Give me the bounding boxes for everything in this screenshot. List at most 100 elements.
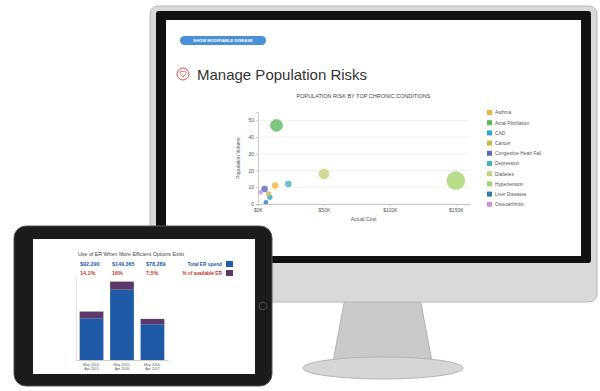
y-axis-title: Population Volume [235,137,241,179]
legend-swatch [226,261,233,267]
monitor-screen [166,20,581,256]
legend: Asthma Atrial Fibrillation CAD Cancer Conges… [487,110,541,207]
tick: $100K [383,204,398,213]
legend-swatch [487,171,492,176]
legend-label: Diabetes [495,172,515,177]
tick-mark [256,137,258,138]
button[interactable] [180,36,266,45]
plot-area [80,282,165,360]
grid-line [258,137,469,138]
spend-label: $149,365 [112,261,134,267]
spend-label: $78,289 [146,261,166,267]
tick: $0K [254,204,264,213]
tablet [14,226,272,386]
bubble[interactable] [266,192,271,197]
tick-label: $50K [319,207,331,213]
monitor-bezel [156,11,591,263]
legend-label: % of available ER [182,271,222,276]
series [259,190,263,194]
plot-area [259,119,465,204]
series [447,172,465,190]
legend-item[interactable]: Cancer [487,141,511,146]
legend-label: Asthma [495,110,512,115]
tick-mark [256,204,258,205]
tick-label: 50 [248,117,254,123]
bubble[interactable] [285,181,291,187]
bar[interactable] [141,324,165,360]
legend-item[interactable]: Total ER spend [187,261,233,267]
legend-item[interactable]: Diabetes [487,171,515,176]
legend-swatch [487,181,492,186]
bubble[interactable] [264,200,268,204]
bubble[interactable] [270,119,282,131]
series [266,192,271,197]
axis: $0K$50K$100K$150K [254,204,469,213]
bubble[interactable] [319,169,329,179]
tick-label: $100K [383,207,398,213]
heart-icon [177,68,189,80]
tick-label: May 2014-Apr 2015 [83,363,101,371]
tick: May 2016-Apr 2017 [144,360,162,371]
tick: $50K [319,204,331,213]
series [270,119,282,131]
tick-label: 10 [248,184,254,190]
legend-swatch [226,270,233,276]
bar-chart: Use of ER When More Efficient Options Ex… [77,251,234,371]
bubble[interactable] [447,172,465,190]
tick: 10 [248,184,258,190]
bubble[interactable] [272,183,278,189]
legend-item[interactable]: Congestive Heart Fail [487,151,541,156]
legend-label: Depression [495,161,520,166]
home-button[interactable] [259,302,267,310]
bar[interactable] [80,312,104,319]
tick-mark [256,154,258,155]
legend-label: Liver Diseases [495,192,527,197]
bar[interactable] [110,282,134,290]
tick: May 2014-Apr 2015 [83,360,101,371]
legend-item[interactable]: Hypertension [487,181,524,186]
legend-label: Cancer [495,141,511,146]
grid-line [258,153,469,154]
share-label: 7.5% [146,270,158,276]
chart-title: POPULATION RISK BY TOP CHRONIC CONDITION… [297,93,431,99]
legend-item[interactable]: Atrial Fibrillation [487,120,529,125]
legend-item[interactable]: Depression [487,161,520,166]
tick-label: May 2015-Apr 2016 [114,363,132,371]
legend-item[interactable]: Osteoarthritis [487,202,524,207]
grid-line [258,120,469,121]
bubble[interactable] [259,190,263,194]
tick: 50 [248,117,258,123]
bar[interactable] [141,319,165,324]
legend-label: Osteoarthritis [495,202,524,207]
axis: 01020304050 [248,113,258,208]
legend-swatch [487,141,492,146]
legend-label: Hypertension [495,182,524,187]
grid-line [258,170,469,171]
spend-label: $92,290 [80,261,100,267]
legend-label: CAD [495,131,506,136]
axis-line [256,113,259,205]
monitor-base [303,357,463,379]
series [285,181,291,187]
legend-item[interactable]: Liver Diseases [487,192,527,197]
button-label[interactable]: SHOW MODIFIABLE DISEASE [193,38,253,43]
legend-item[interactable]: % of available ER [182,270,233,276]
chart-title: Use of ER When More Efficient Options Ex… [78,251,184,257]
bar[interactable] [80,318,104,360]
bubble-chart: POPULATION RISK BY TOP CHRONIC CONDITION… [235,93,541,222]
tick: 0 [251,201,258,207]
legend-item[interactable]: CAD [487,130,506,135]
series [319,169,329,179]
legend-item[interactable]: Asthma [487,110,512,115]
axis: May 2014-Apr 2015 May 2015-Apr 2016 May 20… [77,360,169,371]
tablet-frame [14,226,272,386]
x-axis-title: Actual Cost [351,216,377,222]
tick-mark [256,120,258,121]
legend-swatch [487,130,492,135]
share-label: 16% [112,270,123,276]
legend: Total ER spend % of available ER [182,261,233,276]
monitor-stand [333,298,432,362]
tick-mark [256,187,258,188]
bar[interactable] [110,290,134,360]
legend-swatch [487,161,492,166]
